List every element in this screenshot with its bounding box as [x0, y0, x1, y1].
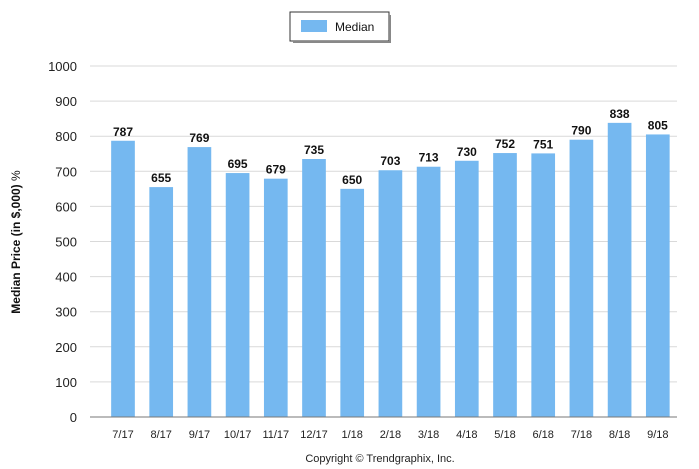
- bar: [187, 147, 212, 417]
- data-label: 713: [419, 151, 439, 165]
- data-label: 787: [113, 125, 133, 139]
- data-label: 679: [266, 163, 286, 177]
- y-tick-label: 1000: [48, 59, 77, 74]
- y-tick-label: 400: [55, 270, 77, 285]
- y-axis-ticks: 0 100 200 300 400 500 600 700 800 900 1000: [48, 59, 77, 425]
- data-label: 752: [495, 137, 515, 151]
- data-label: 805: [648, 118, 668, 132]
- x-tick-label: 2/18: [380, 429, 401, 441]
- x-tick-label: 5/18: [494, 429, 515, 441]
- data-label: 735: [304, 143, 324, 157]
- bar: [454, 160, 479, 417]
- data-label: 695: [228, 157, 248, 171]
- bar: [569, 139, 594, 417]
- legend-shadow: [389, 15, 391, 43]
- x-tick-label: 4/18: [456, 429, 477, 441]
- x-tick-label: 7/18: [571, 429, 592, 441]
- y-tick-label: 600: [55, 199, 77, 214]
- y-axis-label-unit: %: [9, 170, 23, 181]
- data-label: 751: [533, 137, 553, 151]
- y-tick-label: 0: [70, 410, 77, 425]
- data-label: 769: [189, 131, 209, 145]
- y-tick-label: 200: [55, 340, 77, 355]
- bar: [340, 188, 365, 417]
- bar: [378, 170, 403, 417]
- x-tick-label: 1/18: [341, 429, 362, 441]
- bar: [531, 153, 556, 418]
- y-tick-label: 300: [55, 305, 77, 320]
- data-label: 650: [342, 173, 362, 187]
- data-label: 655: [151, 171, 171, 185]
- y-tick-label: 800: [55, 129, 77, 144]
- x-tick-label: 8/18: [609, 429, 630, 441]
- data-label: 838: [610, 107, 630, 121]
- x-tick-label: 6/18: [532, 429, 553, 441]
- y-tick-label: 100: [55, 375, 77, 390]
- y-tick-label: 700: [55, 164, 77, 179]
- data-label: 790: [571, 124, 591, 138]
- x-tick-label: 8/17: [150, 429, 171, 441]
- bar: [645, 134, 670, 417]
- y-tick-label: 900: [55, 94, 77, 109]
- legend-swatch: [301, 20, 327, 32]
- x-tick-label: 10/17: [224, 429, 252, 441]
- x-tick-label: 12/17: [300, 429, 328, 441]
- bar: [607, 122, 632, 417]
- data-label: 703: [380, 154, 400, 168]
- x-axis-ticks: 7/17 8/17 9/17 10/17 11/17 12/17 1/18 2/18 3/18 4…: [112, 429, 668, 441]
- copyright-text: Copyright © Trendgraphix, Inc.: [305, 453, 454, 465]
- bar: [493, 153, 517, 417]
- x-tick-label: 9/17: [189, 429, 210, 441]
- y-axis-label: Median Price (in $,000) %: [9, 170, 23, 314]
- y-axis-label-text: Median Price (in $,000): [9, 184, 23, 313]
- bar: [225, 173, 250, 417]
- bar: [263, 178, 288, 417]
- bar: [149, 187, 174, 417]
- data-labels: 787 655 769 695 679 735 650 703 713 730 752 751 790 8…: [113, 107, 668, 187]
- legend: Median: [289, 11, 391, 43]
- x-tick-label: 7/17: [112, 429, 133, 441]
- legend-label-median: Median: [335, 20, 374, 34]
- y-tick-label: 500: [55, 235, 77, 250]
- x-tick-label: 11/17: [262, 429, 289, 441]
- legend-shadow-bottom: [293, 41, 391, 43]
- data-label: 730: [457, 145, 477, 159]
- x-tick-label: 3/18: [418, 429, 439, 441]
- x-tick-label: 9/18: [647, 429, 668, 441]
- bar: [111, 140, 135, 417]
- bars: [111, 122, 670, 418]
- bar: [302, 159, 326, 417]
- bar: [416, 166, 441, 417]
